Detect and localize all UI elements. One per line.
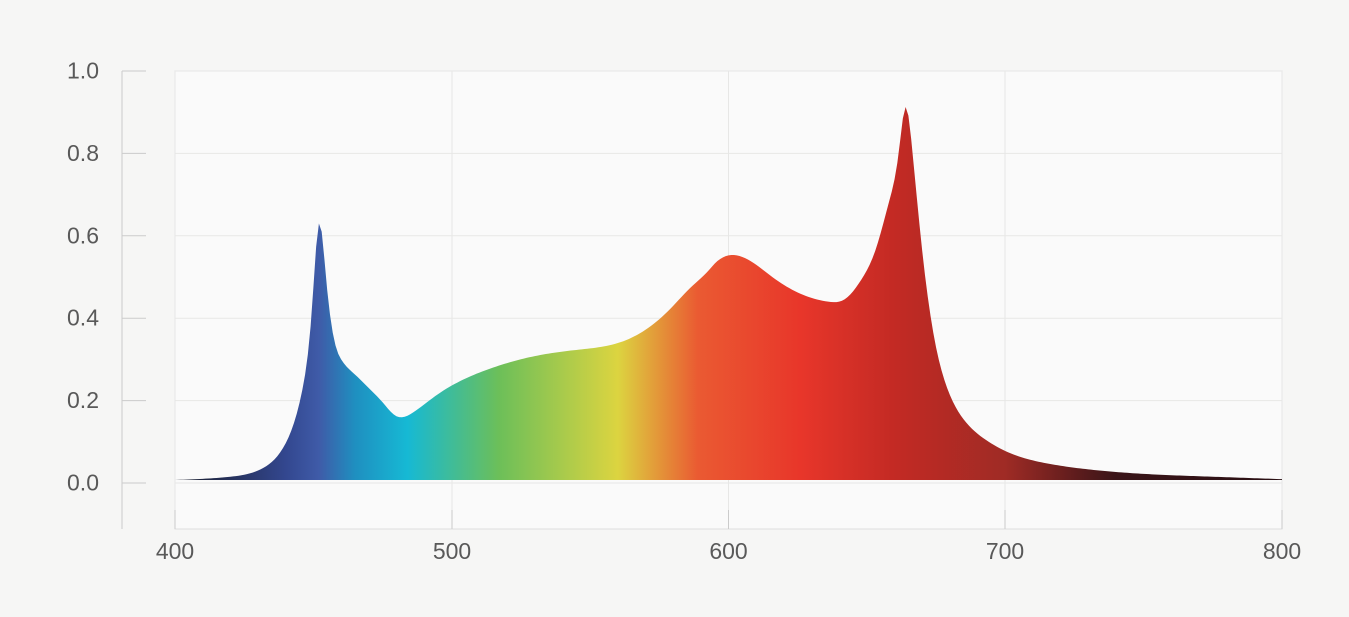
svg-text:800: 800 bbox=[1263, 538, 1301, 564]
svg-text:0.8: 0.8 bbox=[67, 140, 99, 166]
svg-text:0.2: 0.2 bbox=[67, 387, 99, 413]
svg-text:500: 500 bbox=[433, 538, 471, 564]
svg-text:600: 600 bbox=[709, 538, 747, 564]
svg-text:0.0: 0.0 bbox=[67, 470, 99, 496]
svg-text:0.4: 0.4 bbox=[67, 305, 99, 331]
svg-text:400: 400 bbox=[156, 538, 194, 564]
svg-text:0.6: 0.6 bbox=[67, 222, 99, 248]
svg-text:700: 700 bbox=[986, 538, 1024, 564]
svg-text:1.0: 1.0 bbox=[67, 58, 99, 84]
